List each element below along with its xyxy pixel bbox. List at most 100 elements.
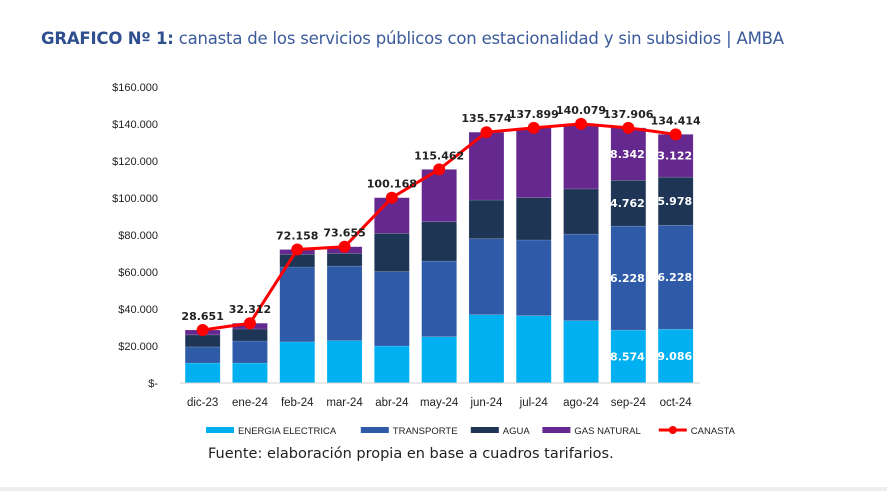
title-text: canasta de los servicios públicos con es… <box>173 29 784 48</box>
bar-segment-agua <box>232 328 268 342</box>
legend-swatch <box>360 427 389 433</box>
canasta-data-label: 140.079 <box>556 104 606 117</box>
x-tick-label: dic-23 <box>187 397 218 409</box>
canasta-point <box>243 317 256 330</box>
bar-segment-agua <box>468 199 505 239</box>
x-tick-label: oct-24 <box>660 397 693 409</box>
x-tick-label: sep-24 <box>611 397 647 409</box>
legend-label: CANASTA <box>691 426 736 437</box>
segment-data-label: 29.086 <box>650 350 693 363</box>
bar-segment-gas-natural <box>610 127 647 181</box>
source-note: Fuente: elaboración propia en base a cua… <box>208 446 614 462</box>
canasta-point <box>527 121 540 134</box>
canasta-data-label: 72.158 <box>276 230 318 243</box>
canasta-data-label: 32.312 <box>229 303 271 316</box>
bar-segment-transporte <box>516 239 552 316</box>
legend-label: AGUA <box>503 426 531 437</box>
canasta-point <box>385 191 398 204</box>
bar-segment-transporte <box>468 238 505 315</box>
legend-label: ENERGIA ELECTRICA <box>238 426 337 437</box>
bar-segment-transporte <box>657 224 694 330</box>
bar-segment-transporte <box>421 260 457 337</box>
bar-segment-energia-electrica <box>184 362 221 384</box>
bar-segment-energia-electrica <box>657 328 694 384</box>
y-tick-label: $40.000 <box>118 304 158 316</box>
legend-swatch <box>542 427 571 433</box>
legend-label: TRANSPORTE <box>393 426 458 437</box>
canasta-data-label: 115.462 <box>414 149 464 162</box>
canasta-point <box>622 121 635 134</box>
segment-data-label: 23.122 <box>650 150 692 163</box>
canasta-data-label: 135.574 <box>461 112 511 125</box>
legend-marker <box>668 426 677 434</box>
segment-data-label: 24.762 <box>602 197 644 210</box>
x-tick-label: jul-24 <box>519 397 549 409</box>
bar-segment-gas-natural <box>516 127 552 198</box>
canasta-point <box>669 128 682 141</box>
bar-segment-energia-electrica <box>421 336 457 384</box>
y-tick-label: $80.000 <box>118 230 158 242</box>
x-tick-label: ene-24 <box>232 397 268 409</box>
canasta-point <box>196 323 209 336</box>
bar-segment-energia-electrica <box>516 315 552 384</box>
bar-segment-energia-electrica <box>563 320 599 384</box>
bar-segment-transporte <box>326 265 363 341</box>
legend-label: GAS NATURAL <box>574 426 640 437</box>
x-tick-label: feb-24 <box>281 397 314 409</box>
y-tick-label: $140.000 <box>112 119 158 131</box>
canasta-point <box>291 243 304 256</box>
y-tick-label: $- <box>148 378 158 390</box>
x-tick-label: jun-24 <box>469 397 503 409</box>
segment-data-label: 56.228 <box>650 271 692 284</box>
canasta-data-label: 134.414 <box>651 114 701 127</box>
bar-segment-transporte <box>610 225 647 331</box>
x-tick-label: may-24 <box>420 397 459 409</box>
bar-segment-gas-natural <box>468 131 505 201</box>
title-prefix: GRAFICO Nº 1: <box>41 29 174 48</box>
canasta-data-label: 137.906 <box>603 108 653 121</box>
bar-segment-energia-electrica <box>326 340 363 384</box>
y-tick-label: $20.000 <box>118 341 158 353</box>
bar-segment-energia-electrica <box>610 329 647 384</box>
bar-segment-energia-electrica <box>232 362 268 384</box>
bar-segment-agua <box>279 253 315 268</box>
bar-segment-transporte <box>184 346 221 364</box>
bar-segment-agua <box>610 180 647 227</box>
canasta-point <box>338 240 351 253</box>
canasta-point <box>433 163 446 176</box>
canasta-data-label: 100.168 <box>367 178 417 191</box>
bar-segment-transporte <box>279 266 315 343</box>
bar-segment-agua <box>326 253 363 267</box>
legend-swatch <box>470 427 499 433</box>
segment-data-label: 56.228 <box>602 272 644 285</box>
segment-data-label: 28.574 <box>602 351 645 364</box>
y-tick-label: $100.000 <box>112 193 158 205</box>
bar-segment-gas-natural <box>657 134 694 178</box>
bar-segment-agua <box>563 188 599 235</box>
bar-segment-agua <box>657 176 694 226</box>
legend-swatch <box>206 427 234 433</box>
y-tick-label: $160.000 <box>112 82 158 94</box>
segment-data-label: 28.342 <box>602 148 644 161</box>
x-tick-label: abr-24 <box>375 397 409 409</box>
canasta-data-label: 137.899 <box>509 108 559 121</box>
x-tick-label: ago-24 <box>563 397 599 409</box>
canasta-point <box>480 126 493 139</box>
page-bottom-border <box>0 487 887 491</box>
y-tick-label: $60.000 <box>118 267 158 279</box>
bar-segment-energia-electrica <box>374 345 410 384</box>
bar-segment-energia-electrica <box>279 341 315 384</box>
segment-data-label: 25.978 <box>650 195 692 208</box>
bar-segment-energia-electrica <box>468 314 505 384</box>
bar-segment-gas-natural <box>563 123 599 190</box>
bar-segment-agua <box>421 221 457 262</box>
canasta-data-label: 73.655 <box>323 227 365 240</box>
y-tick-label: $120.000 <box>112 156 158 168</box>
bar-segment-agua <box>374 233 410 272</box>
chart-title: GRAFICO Nº 1: canasta de los servicios p… <box>41 29 784 48</box>
x-tick-label: mar-24 <box>326 397 363 409</box>
bar-segment-transporte <box>374 271 410 347</box>
bar-segment-transporte <box>232 340 268 364</box>
canasta-data-label: 28.651 <box>181 310 223 323</box>
